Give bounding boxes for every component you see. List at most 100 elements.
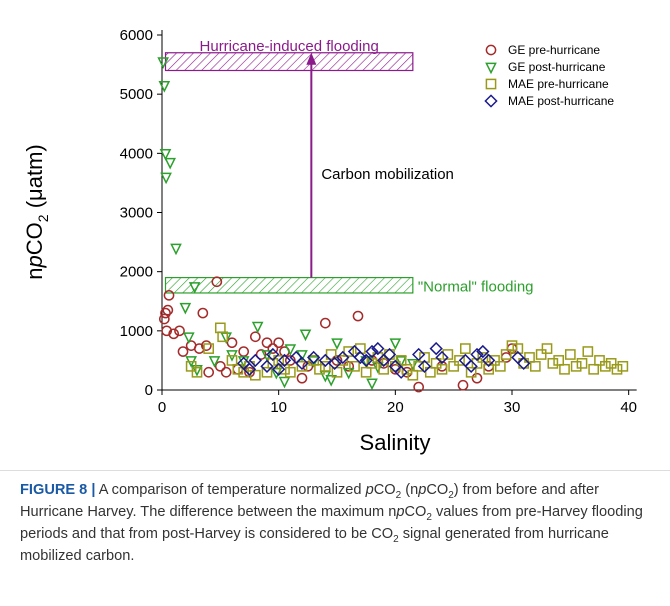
- y-tick-label: 1000: [120, 323, 153, 340]
- point: [342, 367, 355, 380]
- point: [500, 349, 512, 360]
- point: [284, 344, 297, 356]
- point: [457, 379, 469, 391]
- point: [211, 276, 223, 288]
- legend-label: GE pre-hurricane: [508, 43, 600, 57]
- point: [266, 347, 280, 362]
- point: [158, 313, 170, 325]
- point: [483, 363, 495, 375]
- point: [296, 360, 308, 372]
- point: [177, 346, 189, 357]
- point: [359, 353, 373, 368]
- point: [395, 355, 407, 366]
- point: [407, 369, 419, 381]
- point: [220, 332, 232, 345]
- point: [244, 366, 255, 378]
- point: [494, 360, 506, 372]
- text-run: 2: [448, 489, 454, 501]
- text-run: CO: [404, 504, 427, 520]
- point: [576, 358, 588, 369]
- point: [302, 360, 314, 372]
- x-tick-label: 40: [620, 399, 637, 416]
- point: [454, 355, 465, 366]
- legend-marker: [485, 78, 497, 90]
- point: [226, 337, 238, 349]
- point: [413, 360, 425, 372]
- y-axis-label: npCO2 (μatm): [22, 144, 51, 279]
- x-axis-label: Salinity: [360, 430, 431, 455]
- point: [382, 347, 397, 362]
- point: [273, 355, 285, 366]
- point: [161, 325, 173, 337]
- point: [255, 349, 267, 360]
- point: [477, 352, 489, 363]
- point: [529, 360, 541, 372]
- legend-label: GE post-hurricane: [508, 60, 606, 74]
- y-tick-label: 6000: [120, 27, 153, 44]
- point: [183, 332, 195, 345]
- point: [588, 363, 600, 375]
- point: [284, 366, 296, 378]
- y-tick-label: 4000: [120, 145, 153, 162]
- point: [354, 343, 366, 354]
- point: [459, 343, 471, 354]
- point: [471, 372, 483, 384]
- point: [429, 341, 443, 356]
- point: [238, 346, 250, 357]
- point: [436, 363, 448, 375]
- point: [417, 359, 432, 373]
- point: [547, 358, 559, 369]
- legend-marker: [485, 44, 497, 56]
- point: [378, 363, 390, 375]
- point: [200, 340, 212, 351]
- text-run: p: [418, 482, 427, 498]
- arrow-head: [306, 52, 317, 65]
- point: [541, 343, 553, 354]
- point: [617, 360, 629, 372]
- point: [394, 365, 408, 379]
- point: [325, 375, 337, 387]
- x-tick-label: 20: [387, 399, 404, 416]
- point: [260, 359, 274, 373]
- point: [248, 353, 262, 368]
- point: [191, 366, 203, 378]
- text-run: signal generated from hurricane mobilize…: [20, 526, 609, 564]
- point: [424, 366, 436, 378]
- point: [296, 372, 308, 384]
- flood-region: [164, 276, 414, 294]
- legend-label: MAE pre-hurricane: [508, 77, 609, 91]
- x-tick-label: 10: [270, 399, 287, 416]
- point: [307, 350, 321, 365]
- point: [366, 358, 378, 369]
- point: [162, 304, 174, 316]
- point: [365, 344, 379, 359]
- point: [564, 349, 576, 360]
- point: [249, 331, 261, 343]
- point: [482, 353, 496, 368]
- legend-label: MAE post-hurricane: [508, 94, 614, 108]
- point: [272, 362, 286, 376]
- text-run: FIGURE 8 |: [20, 482, 96, 498]
- point: [470, 347, 484, 362]
- text-run: atm): [22, 144, 47, 188]
- point: [159, 148, 172, 161]
- point: [251, 321, 264, 334]
- text-run: 2: [35, 214, 51, 222]
- point: [325, 349, 337, 360]
- point: [506, 343, 518, 354]
- point: [489, 355, 500, 366]
- point: [512, 343, 524, 354]
- point: [401, 363, 413, 375]
- caption: FIGURE 8 | A comparison of temperature n…: [0, 470, 670, 606]
- point: [261, 337, 273, 349]
- point: [267, 358, 279, 369]
- legend-marker: [485, 62, 497, 75]
- point: [158, 80, 171, 93]
- point: [506, 340, 518, 351]
- point: [352, 310, 364, 322]
- point: [261, 366, 273, 378]
- point: [278, 376, 291, 389]
- point: [170, 243, 182, 256]
- point: [371, 341, 385, 356]
